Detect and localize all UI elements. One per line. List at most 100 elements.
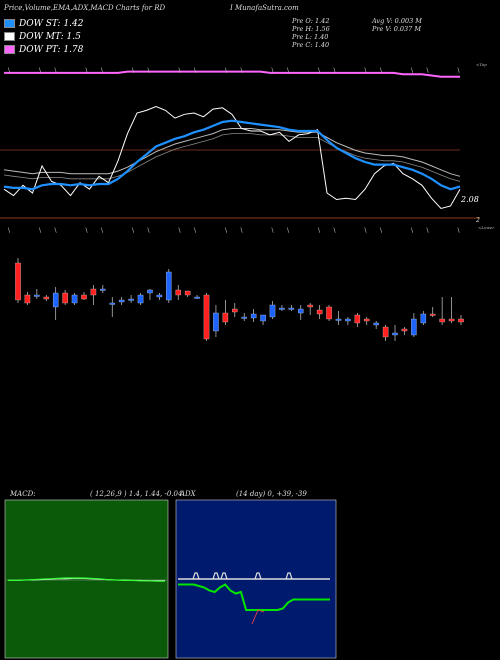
- price-top-tick: \: [86, 67, 89, 74]
- candle-body: [62, 292, 68, 304]
- top-note: <Top: [476, 62, 487, 67]
- series-line-price: [3, 105, 461, 210]
- candle-body: [175, 289, 181, 296]
- candle-body: [43, 296, 50, 300]
- candle-body: [373, 322, 379, 326]
- candle-body: [420, 313, 427, 324]
- price-top-tick: \: [380, 67, 383, 74]
- candle-body: [109, 302, 116, 305]
- candle-body: [222, 312, 229, 323]
- candle-body: [213, 312, 219, 332]
- series-line-dow-st: [3, 119, 461, 191]
- candle-body: [128, 298, 134, 301]
- candle-body: [156, 294, 163, 298]
- price-bottom-tick: \: [86, 227, 89, 234]
- candle-body: [24, 294, 31, 304]
- candle-body: [363, 318, 370, 322]
- candle-body: [90, 288, 97, 296]
- price-top-tick: \: [39, 67, 42, 74]
- candle-body: [382, 326, 389, 338]
- stat-prev-close: Pre C: 1.40: [292, 41, 330, 49]
- series-line-adx-red: [251, 609, 265, 625]
- price-bottom-tick: \: [148, 227, 151, 234]
- price-top-tick: \: [427, 67, 430, 74]
- stat-prev-high: Pre H: 1.56: [292, 25, 330, 33]
- candle-body: [458, 318, 464, 323]
- price-top-tick: \: [132, 67, 135, 74]
- price-panel: \ \ \ \ \ \ \ \ \ \ \ \ \ \ \ \ \ \ \ \ \ \ \ \ \ \ \ \ \ \ \ \ \ \ \ \ \ \ \ \…: [0, 62, 495, 234]
- candle-body: [411, 318, 417, 336]
- candle-body: [194, 296, 200, 299]
- candle-body: [15, 262, 21, 301]
- legend-item-mt: DOW MT: 1.5: [4, 31, 84, 42]
- legend-swatch-mt: [4, 32, 15, 41]
- candle-body: [439, 318, 445, 323]
- legend-label-mt: DOW MT: 1.5: [19, 31, 81, 42]
- candle-body: [260, 314, 266, 322]
- candle-body: [316, 309, 323, 315]
- adx-panel: [175, 499, 337, 659]
- stat-prev-open: Pre O: 1.42: [292, 17, 330, 25]
- price-bottom-tick: \: [55, 227, 58, 234]
- candle-body: [354, 314, 361, 324]
- candle-body: [71, 294, 78, 304]
- candle-body: [335, 318, 342, 321]
- legend-label-pt: DOW PT: 1.78: [19, 44, 84, 55]
- candle-body: [392, 332, 398, 336]
- candle-body: [34, 294, 40, 297]
- price-bottom-tick: \: [318, 227, 321, 234]
- candle-body: [345, 318, 351, 322]
- legend-label-st: DOW ST: 1.42: [19, 18, 84, 29]
- di-plus-spike: [254, 572, 262, 580]
- price-top-tick: \: [101, 67, 104, 74]
- legend: DOW ST: 1.42 DOW MT: 1.5 DOW PT: 1.78: [4, 18, 84, 57]
- candle-body: [81, 294, 87, 300]
- price-bottom-tick: \: [225, 227, 228, 234]
- volume-panel: [15, 258, 464, 341]
- price-bottom-tick: \: [8, 227, 11, 234]
- series-line-macd: [8, 577, 165, 582]
- price-bottom-tick: \: [272, 227, 275, 234]
- candle-body: [203, 294, 210, 340]
- price-top-tick: \: [272, 67, 275, 74]
- candle-body: [269, 304, 276, 318]
- stat-avg-volume: Avg V: 0.003 M: [372, 17, 422, 25]
- price-bottom-tick: \: [365, 227, 368, 234]
- candle-body: [147, 289, 153, 294]
- candle-body: [307, 304, 313, 308]
- price-top-tick: \: [148, 67, 151, 74]
- price-top-tick: \: [411, 67, 414, 74]
- price-bottom-tick: \: [39, 227, 42, 234]
- price-bottom-tick: \: [194, 227, 197, 234]
- price-bottom-tick: \: [458, 227, 461, 234]
- adx-params: (14 day) 0, +39, -39: [236, 490, 307, 498]
- candle-body: [166, 271, 172, 301]
- candle-body: [100, 288, 106, 291]
- site-name: I MunafaSutra.com: [230, 4, 299, 12]
- series-line-di-minus: [178, 583, 330, 611]
- price-top-tick: \: [334, 67, 337, 74]
- series-line-dow-mt-band: [3, 133, 461, 182]
- candle-body: [241, 316, 247, 319]
- di-plus-spike: [212, 572, 220, 580]
- candle-body: [429, 313, 436, 316]
- di-plus-spike: [192, 572, 200, 580]
- candle-body: [448, 318, 455, 322]
- price-bottom-tick: \: [427, 227, 430, 234]
- candle-body: [401, 328, 408, 332]
- candle-body: [250, 313, 257, 319]
- price-top-tick: \: [287, 67, 290, 74]
- chart-title: Price,Volume,EMA,ADX,MACD Charts for RD: [4, 4, 166, 12]
- price-top-tick: \: [8, 67, 11, 74]
- last-price-label: 2.08: [460, 195, 479, 204]
- lower-note: <Lower: [478, 225, 495, 230]
- candle-body: [184, 290, 191, 296]
- price-bottom-tick: \: [241, 227, 244, 234]
- legend-item-pt: DOW PT: 1.78: [4, 44, 84, 55]
- candle-body: [279, 307, 285, 310]
- price-top-tick: \: [55, 67, 58, 74]
- price-bottom-tick: \: [411, 227, 414, 234]
- di-plus-spike: [220, 572, 228, 580]
- macd-panel: [4, 499, 169, 659]
